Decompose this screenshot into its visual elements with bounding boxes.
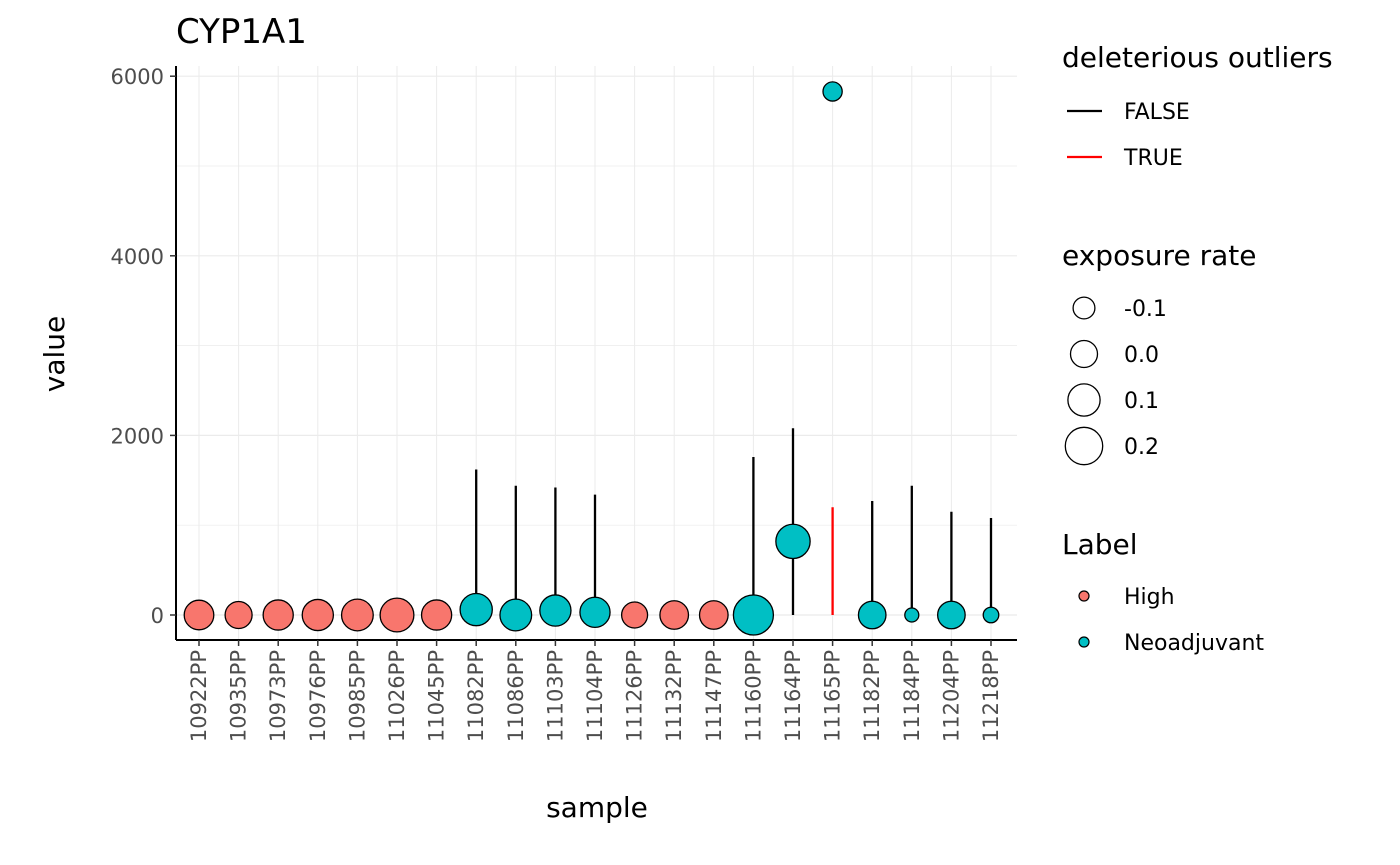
legend-outlier-label: TRUE (1123, 146, 1183, 171)
axes (175, 66, 1017, 641)
point-11132PP (659, 600, 690, 630)
x-tick-label: 11082PP (464, 650, 488, 742)
point-11160PP (732, 594, 775, 636)
point-11165PP (822, 81, 843, 102)
legend-label-key (1078, 590, 1090, 602)
x-tick-label: 10985PP (345, 650, 369, 742)
x-tick-label: 11218PP (979, 650, 1003, 742)
x-tick-label: 11132PP (662, 650, 686, 742)
legend-label-label: High (1124, 585, 1175, 610)
point-11147PP (698, 600, 729, 630)
x-tick-label: 11147PP (702, 650, 726, 742)
chart-title: CYP1A1 (176, 12, 307, 52)
segments (475, 428, 993, 615)
x-axis-title: sample (546, 791, 648, 824)
y-tick-label: 2000 (111, 424, 164, 448)
x-tick-label: 11165PP (821, 650, 845, 742)
legend-size-label: 0.1 (1124, 389, 1159, 414)
legend-label-label: Neoadjuvant (1124, 631, 1264, 656)
grid (176, 66, 1017, 640)
point-11104PP (579, 596, 611, 629)
point-10973PP (262, 599, 294, 631)
legend-size-title: exposure rate (1062, 239, 1256, 272)
legend-outliers-title: deleterious outliers (1062, 41, 1333, 74)
y-axis-title: value (38, 316, 71, 392)
x-tick-label: 10922PP (187, 650, 211, 742)
x-tick-label: 11103PP (543, 650, 567, 742)
point-11218PP (982, 606, 1000, 624)
x-tick-label: 10976PP (306, 650, 330, 742)
x-tick-label: 11026PP (385, 650, 409, 742)
legend-outlier-label: FALSE (1124, 100, 1190, 125)
point-11164PP (775, 523, 811, 560)
point-11204PP (936, 600, 966, 630)
point-11182PP (857, 600, 887, 630)
point-11126PP (620, 601, 649, 629)
x-ticks: 10922PP 10935PP 10973PP 10976PP 10985PP 11026… (187, 640, 1003, 742)
legend-size-key (1072, 296, 1096, 320)
y-ticks: 0 2000 4000 6000 (111, 65, 176, 628)
legend-size-key (1069, 339, 1099, 369)
legend-size-label: -0.1 (1124, 297, 1167, 322)
y-tick-label: 0 (151, 604, 164, 628)
x-tick-label: 11204PP (939, 650, 963, 742)
x-tick-label: 11104PP (583, 650, 607, 742)
point-11045PP (420, 599, 453, 631)
x-tick-label: 11160PP (741, 650, 765, 742)
point-11103PP (539, 594, 572, 627)
point-10985PP (340, 598, 374, 632)
x-tick-label: 11184PP (900, 650, 924, 742)
point-10976PP (301, 598, 335, 632)
legend-size-key (1064, 426, 1104, 466)
legend-size-label: 0.2 (1124, 435, 1159, 460)
point-10922PP (183, 599, 215, 631)
legend-label-title: Label (1062, 528, 1138, 561)
point-11184PP (904, 607, 920, 623)
x-tick-label: 10935PP (227, 650, 251, 742)
point-11026PP (379, 597, 415, 633)
point-11082PP (459, 592, 493, 627)
point-10935PP (224, 600, 253, 630)
y-tick-label: 4000 (111, 245, 164, 269)
legend-size-label: 0.0 (1124, 343, 1159, 368)
points (183, 81, 1000, 636)
x-tick-label: 11086PP (504, 650, 528, 742)
x-tick-label: 11126PP (623, 650, 647, 742)
point-11086PP (499, 598, 533, 632)
x-tick-label: 11182PP (860, 650, 884, 742)
y-tick-label: 6000 (111, 65, 164, 89)
legend-label-key (1078, 636, 1090, 648)
x-tick-label: 11045PP (425, 650, 449, 742)
legend-size-key (1067, 383, 1101, 417)
x-tick-label: 11164PP (781, 650, 805, 742)
legends: deleterious outliers FALSE TRUE exposure ra… (1062, 41, 1333, 656)
x-tick-label: 10973PP (266, 650, 290, 742)
